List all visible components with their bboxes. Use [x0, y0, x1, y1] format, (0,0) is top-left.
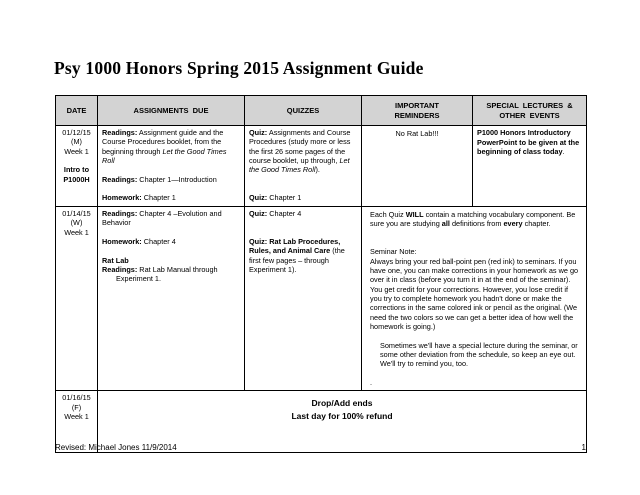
header-row: DATE ASSIGNMENTS DUE QUIZZES IMPORTANT RE…	[55, 95, 587, 126]
reminders-cell: No Rat Lab!!!	[361, 125, 473, 207]
assignments-cell: Readings: Assignment guide and the Cours…	[97, 125, 245, 207]
table-row-week1-wednesday: 01/14/15 (W) Week 1 Readings: Chapter 4 –E…	[55, 205, 587, 392]
page-number: 1	[581, 443, 586, 452]
date-cell: 01/12/15 (M) Week 1 Intro to P1000H	[55, 125, 98, 207]
date-cell: 01/16/15 (F) Week 1	[55, 390, 98, 454]
quizzes-cell: Quiz: Chapter 4 Quiz: Rat Lab Procedures…	[244, 205, 362, 392]
page-footer: Revised: Michael Jones 11/9/2014 1	[55, 443, 586, 452]
col-header-special-lectures: SPECIAL LECTURES & OTHER EVENTS	[472, 95, 587, 126]
col-header-important-reminders: IMPORTANT REMINDERS	[361, 95, 473, 126]
assignments-cell: Readings: Chapter 4 –Evolution and Behav…	[97, 205, 245, 392]
revision-note: Revised: Michael Jones 11/9/2014	[55, 443, 177, 452]
seminar-note-cell: Each Quiz WILL contain a matching vocabu…	[361, 205, 587, 392]
table-row-week1-monday: 01/12/15 (M) Week 1 Intro to P1000H Reading…	[55, 125, 587, 207]
quizzes-cell: Quiz: Assignments and Course Procedures …	[244, 125, 362, 207]
col-header-date: DATE	[55, 95, 98, 126]
table-row-week1-friday: 01/16/15 (F) Week 1 Drop/Add ends Last day …	[55, 390, 587, 454]
drop-add-announcement-cell: Drop/Add ends Last day for 100% refund	[97, 390, 587, 454]
col-header-assignments-due: ASSIGNMENTS DUE	[97, 95, 245, 126]
col-header-quizzes: QUIZZES	[244, 95, 362, 126]
special-lectures-cell: P1000 Honors Introductory PowerPoint to …	[472, 125, 587, 207]
assignment-guide-table: DATE ASSIGNMENTS DUE QUIZZES IMPORTANT RE…	[55, 95, 587, 454]
page-title: Psy 1000 Honors Spring 2015 Assignment G…	[54, 58, 424, 78]
date-cell: 01/14/15 (W) Week 1	[55, 205, 98, 392]
